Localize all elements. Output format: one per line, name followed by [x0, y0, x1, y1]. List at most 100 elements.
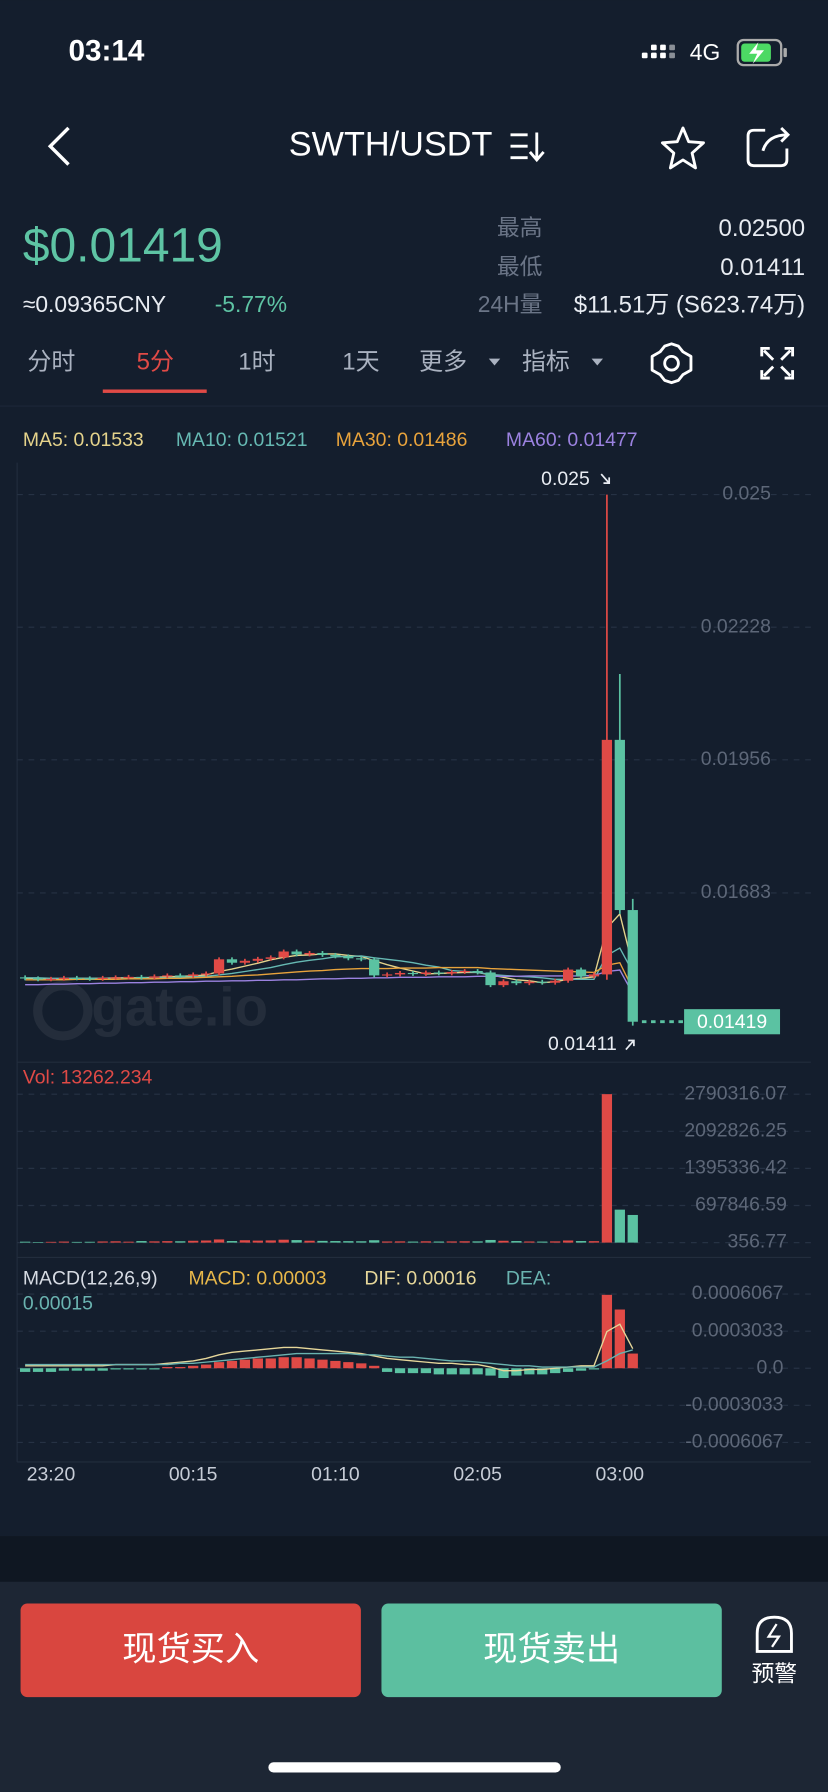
divider: [0, 405, 828, 407]
volume-bar: [239, 1240, 251, 1243]
volume-bar: [32, 1241, 44, 1243]
tab[interactable]: 5分: [137, 349, 174, 376]
back-button[interactable]: [47, 126, 70, 166]
macd-bar: [627, 1353, 638, 1369]
macd-bar: [252, 1358, 263, 1369]
y-tick-label: -0.0003033: [685, 1393, 783, 1415]
macd-bar: [32, 1368, 44, 1372]
volume-bar: [265, 1240, 276, 1243]
volume-bar: [472, 1241, 483, 1243]
volume-bar: [394, 1241, 406, 1243]
volume-bar: [627, 1214, 638, 1243]
macd-bar: [446, 1368, 457, 1375]
volume-bar: [343, 1241, 354, 1243]
candle-body: [175, 975, 186, 977]
tab[interactable]: 更多: [419, 349, 467, 376]
sell-button[interactable]: [381, 1603, 722, 1698]
volume-bar: [407, 1241, 419, 1243]
macd-bar: [343, 1362, 354, 1369]
candle-body: [265, 957, 276, 959]
candle-body: [71, 977, 82, 979]
min-arrow: [625, 1039, 635, 1051]
candle-body: [110, 977, 121, 979]
candle-body: [601, 739, 613, 975]
tab[interactable]: 1天: [342, 349, 379, 376]
y-tick-label: 0.025: [722, 483, 771, 505]
legend-value: 0.00015: [23, 1292, 93, 1314]
volume-bar: [304, 1240, 315, 1243]
fullscreen-button[interactable]: [760, 346, 795, 380]
volume-bar: [420, 1241, 432, 1243]
macd-bar: [330, 1360, 341, 1369]
candle-body: [291, 951, 302, 955]
candle-body: [239, 960, 251, 963]
tab[interactable]: 分时: [27, 349, 75, 376]
alert-icon[interactable]: [755, 1615, 793, 1653]
volume-bar: [291, 1240, 302, 1243]
signal-icon: [641, 44, 675, 59]
macd-bar: [524, 1368, 535, 1375]
volume-bar: [601, 1094, 613, 1243]
volume-bar: [485, 1239, 496, 1243]
sell-label[interactable]: 现货卖出: [483, 1631, 620, 1669]
macd-bar: [485, 1368, 496, 1376]
candle-body: [394, 972, 406, 975]
tab[interactable]: 指标: [522, 349, 570, 376]
volume-value: $11.51万 (S623.74万): [574, 291, 805, 318]
volume-bar: [550, 1241, 561, 1243]
volume-bar: [459, 1241, 470, 1243]
last-price-tag: 0.01419: [697, 1011, 767, 1033]
volume-bar: [84, 1241, 95, 1243]
macd-bar: [575, 1368, 587, 1371]
volume-bar: [97, 1241, 108, 1243]
legend-label: MA10: 0.01521: [176, 429, 308, 451]
network-label: 4G: [690, 39, 720, 65]
macd-bar: [213, 1362, 225, 1369]
legend-label: MA30: 0.01486: [336, 429, 468, 451]
y-tick-label: -0.0006067: [685, 1431, 783, 1453]
buy-button[interactable]: [20, 1603, 361, 1698]
candle-body: [278, 951, 289, 958]
tab[interactable]: 1时: [238, 349, 275, 376]
home-indicator: [268, 1762, 561, 1773]
tab-underline: [102, 389, 207, 393]
dropdown-arrow: [591, 358, 604, 366]
watermark-logo: [33, 981, 93, 1041]
x-tick-label: 02:05: [453, 1464, 502, 1486]
candle-body: [588, 974, 600, 977]
macd-bar: [110, 1368, 121, 1370]
macd-bar: [420, 1368, 432, 1374]
candle-body: [498, 981, 509, 986]
buy-label[interactable]: 现货买入: [122, 1631, 259, 1669]
candle-body: [537, 981, 548, 983]
settings-button[interactable]: [650, 342, 693, 385]
battery-icon: [736, 38, 787, 67]
x-tick-label: 01:10: [311, 1464, 360, 1486]
share-button[interactable]: [746, 126, 791, 168]
macd-bar: [265, 1358, 276, 1369]
macd-bar: [71, 1368, 82, 1371]
charts: 0.025 0.02228 0.01956 0.01683 gate.io MA5: 0.…: [17, 429, 811, 1486]
candle-body: [550, 980, 561, 983]
macd-bar: [162, 1367, 173, 1369]
volume-bar: [19, 1241, 31, 1243]
volume-bar: [45, 1241, 57, 1243]
y-tick-label: 0.02228: [701, 615, 771, 637]
switch-pair-icon[interactable]: [510, 132, 545, 163]
ma-line: [25, 969, 634, 994]
volume-bar: [278, 1239, 289, 1243]
candle-body: [317, 952, 328, 955]
legend-label: DIF: 0.00016: [364, 1267, 476, 1289]
macd-bar: [226, 1360, 238, 1369]
volume-bar: [136, 1241, 147, 1243]
volume-bar: [213, 1239, 225, 1243]
macd-bar: [317, 1359, 328, 1369]
legend-label: DEA:: [506, 1267, 551, 1289]
max-price-label: 0.025: [541, 468, 590, 490]
pair-title[interactable]: SWTH/USDT: [289, 125, 493, 163]
candle-body: [433, 972, 444, 974]
favorite-button[interactable]: [660, 126, 705, 170]
alert-label[interactable]: 预警: [751, 1660, 797, 1686]
macd-bar: [97, 1368, 108, 1371]
